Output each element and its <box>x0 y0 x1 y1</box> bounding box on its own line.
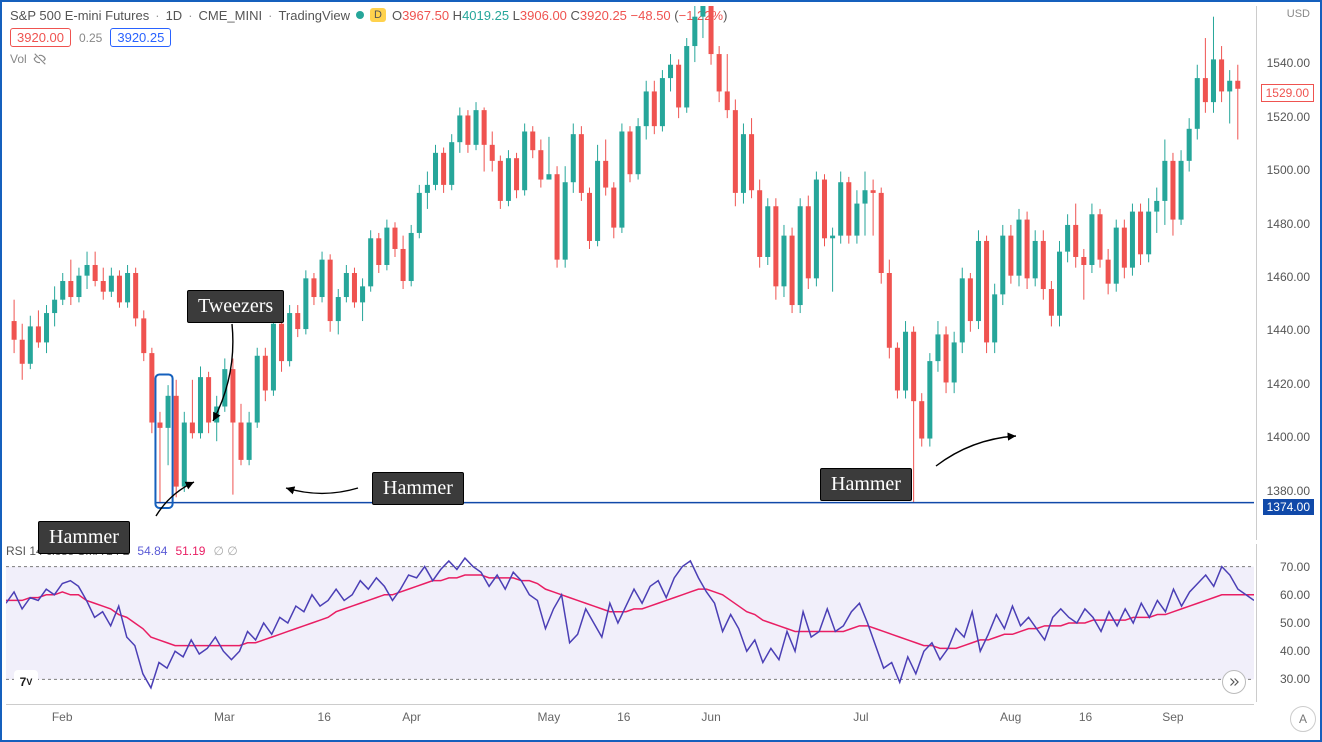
rsi-axis[interactable]: 30.00 40.00 50.00 60.00 70.00 <box>1256 544 1316 702</box>
last-price-tag: 1529.00 <box>1261 84 1314 102</box>
callout-label: Hammer <box>820 468 912 501</box>
rsi-band-readout: ∅ ∅ <box>213 544 237 558</box>
date-tick: 16 <box>318 710 331 724</box>
price-tick: 1460.00 <box>1267 270 1310 284</box>
chart-frame: S&P 500 E-mini Futures· 1D· CME_MINI· Tr… <box>0 0 1322 742</box>
price-tick: 1520.00 <box>1267 110 1310 124</box>
callout-label: Hammer <box>372 472 464 505</box>
date-tick: Jul <box>853 710 868 724</box>
date-tick: 16 <box>617 710 630 724</box>
date-tick: Feb <box>52 710 73 724</box>
rsi-tick: 60.00 <box>1280 588 1310 602</box>
price-tick: 1540.00 <box>1267 56 1310 70</box>
rsi-tick: 50.00 <box>1280 616 1310 630</box>
rsi-pane[interactable] <box>6 544 1254 702</box>
rsi-tick: 40.00 <box>1280 644 1310 658</box>
price-tick: 1440.00 <box>1267 323 1310 337</box>
currency-label: USD <box>1287 8 1310 20</box>
date-tick: 16 <box>1079 710 1092 724</box>
date-tick: Sep <box>1162 710 1183 724</box>
date-tick: Aug <box>1000 710 1021 724</box>
rsi-value-2: 51.19 <box>175 544 205 558</box>
rsi-tick: 30.00 <box>1280 672 1310 686</box>
price-tick: 1420.00 <box>1267 377 1310 391</box>
callout-label: Tweezers <box>187 290 284 323</box>
rsi-tick: 70.00 <box>1280 560 1310 574</box>
price-chart-pane[interactable] <box>6 6 1254 540</box>
price-tick: 1480.00 <box>1267 217 1310 231</box>
price-axis[interactable]: USD 1380.00 1400.00 1420.00 1440.00 1460.00 1… <box>1256 6 1316 540</box>
price-tick: 1400.00 <box>1267 430 1310 444</box>
date-tick: Jun <box>701 710 720 724</box>
goto-date-button[interactable]: A <box>1290 706 1316 732</box>
date-axis[interactable]: A FebMar16AprMay16JunJulAug16Sep <box>6 704 1254 738</box>
price-tick: 1380.00 <box>1267 484 1310 498</box>
price-tick: 1500.00 <box>1267 163 1310 177</box>
support-price-tag: 1374.00 <box>1263 499 1314 515</box>
chevrons-right-icon <box>1227 675 1241 689</box>
date-tick: May <box>538 710 561 724</box>
scroll-right-button[interactable] <box>1222 670 1246 694</box>
rsi-value-1: 54.84 <box>137 544 167 558</box>
date-tick: Mar <box>214 710 235 724</box>
tradingview-logo-icon[interactable]: 7V <box>14 670 38 694</box>
callout-label: Hammer <box>38 521 130 554</box>
date-tick: Apr <box>402 710 421 724</box>
